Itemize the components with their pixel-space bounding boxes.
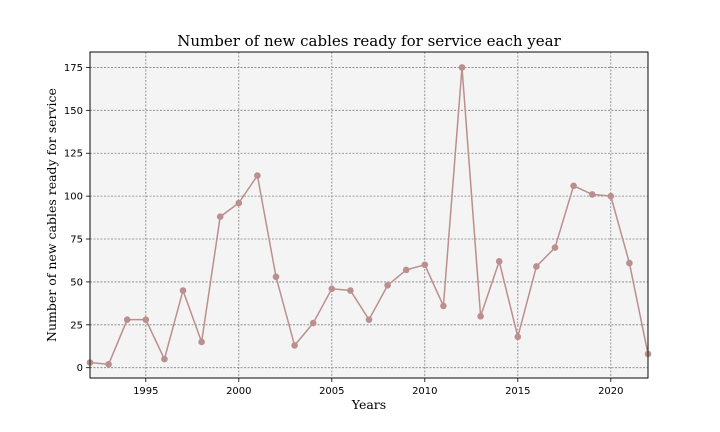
x-tick-label: 2010	[412, 386, 437, 397]
data-point	[198, 338, 205, 346]
y-tick-label: 100	[64, 192, 83, 203]
data-point	[235, 199, 243, 207]
y-tick-label: 150	[64, 106, 83, 117]
x-axis-label: Years	[351, 397, 386, 412]
y-tick-label: 175	[64, 63, 83, 74]
x-tick-label: 2005	[319, 386, 344, 397]
data-point	[142, 316, 150, 323]
plot-frame	[89, 51, 649, 379]
data-point	[551, 244, 559, 251]
data-point	[216, 213, 224, 221]
data-point	[254, 172, 261, 179]
y-tick-label: 25	[70, 320, 83, 331]
data-point	[421, 261, 429, 269]
data-point	[533, 263, 540, 270]
data-point	[440, 302, 447, 310]
x-tick-label: 2020	[598, 386, 623, 397]
data-point	[105, 360, 112, 368]
y-tick-label: 125	[64, 149, 83, 160]
data-point	[384, 282, 391, 289]
data-point	[309, 319, 317, 327]
y-tick-label: 75	[70, 235, 83, 246]
data-point	[328, 285, 336, 293]
data-point	[123, 316, 131, 323]
y-tick-label: 0	[77, 363, 83, 374]
data-point	[495, 258, 503, 265]
series-layer	[86, 64, 652, 368]
data-point	[570, 182, 577, 190]
y-tick-label: 50	[70, 277, 83, 288]
data-point	[272, 273, 280, 281]
chart-title: Number of new cables ready for service e…	[177, 32, 561, 50]
data-point	[626, 259, 633, 267]
data-point	[458, 64, 466, 71]
x-tick-label: 2000	[226, 386, 251, 397]
data-point	[291, 342, 298, 349]
grid	[90, 52, 648, 378]
data-point	[179, 287, 187, 294]
x-tick-label: 2015	[505, 386, 530, 397]
data-point	[161, 355, 168, 363]
x-tick-label: 1995	[133, 386, 158, 397]
plot-area	[89, 51, 649, 379]
data-point	[514, 333, 522, 341]
data-point	[477, 312, 484, 320]
data-point	[402, 266, 410, 274]
data-point	[607, 192, 615, 200]
y-axis-label: Number of new cables ready for service	[44, 88, 59, 342]
data-point	[365, 316, 373, 323]
data-point	[588, 191, 596, 198]
ticks: 1995 2000 2005 2010 2015 2020 0 25 50 75 100 125 150…	[64, 63, 624, 397]
data-point	[347, 287, 354, 294]
